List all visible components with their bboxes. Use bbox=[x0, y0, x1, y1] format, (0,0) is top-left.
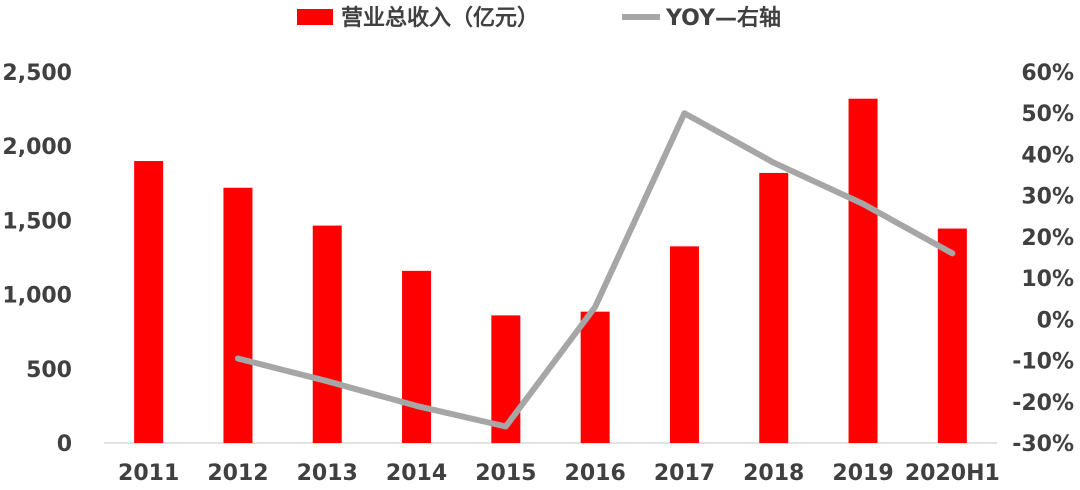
x-tick-label: 2018 bbox=[743, 461, 804, 486]
right-axis-ticks: -30% -20% -10% 0% 10% 20% 30% 40% 50% 60% bbox=[1012, 61, 1074, 457]
bar-2013 bbox=[312, 225, 342, 443]
left-tick-label: 2,000 bbox=[2, 135, 72, 160]
right-tick-label: 0% bbox=[1037, 308, 1074, 333]
revenue-bars bbox=[134, 98, 967, 444]
legend-swatch-revenue bbox=[297, 9, 333, 25]
bar-2011 bbox=[134, 161, 164, 444]
left-tick-label: 2,500 bbox=[2, 61, 72, 86]
x-tick-label: 2015 bbox=[475, 461, 536, 486]
legend-label-yoy: YOY—右轴 bbox=[665, 5, 781, 31]
bar-2017 bbox=[669, 246, 699, 443]
left-tick-label: 1,500 bbox=[2, 209, 72, 234]
right-tick-label: 30% bbox=[1021, 185, 1074, 210]
right-tick-label: -10% bbox=[1012, 350, 1074, 375]
right-tick-label: 20% bbox=[1021, 226, 1074, 251]
right-tick-label: 50% bbox=[1021, 102, 1074, 127]
bar-2012 bbox=[223, 187, 253, 443]
bar-2019 bbox=[848, 98, 878, 443]
bar-2016 bbox=[580, 311, 610, 443]
left-tick-label: 500 bbox=[26, 358, 72, 383]
left-tick-label: 0 bbox=[57, 432, 72, 457]
bar-2018 bbox=[759, 172, 789, 444]
x-tick-label: 2017 bbox=[654, 461, 715, 486]
x-tick-label: 2016 bbox=[565, 461, 626, 486]
yoy-line-layer bbox=[234, 110, 956, 430]
left-tick-label: 1,000 bbox=[2, 284, 72, 309]
right-tick-label: -30% bbox=[1012, 432, 1074, 457]
x-tick-label: 2019 bbox=[832, 461, 893, 486]
bar-2014 bbox=[402, 270, 432, 443]
x-tick-label: 2014 bbox=[386, 461, 447, 486]
right-tick-label: 10% bbox=[1021, 267, 1074, 292]
right-tick-label: -20% bbox=[1012, 391, 1074, 416]
x-tick-label: 2013 bbox=[297, 461, 358, 486]
right-tick-label: 60% bbox=[1021, 61, 1074, 86]
x-axis-ticks: 2011 2012 2013 2014 2015 2016 2017 2018 2019 2020… bbox=[118, 461, 1000, 486]
x-tick-label: 2012 bbox=[207, 461, 268, 486]
left-axis-ticks: 0 500 1,000 1,500 2,000 2,500 bbox=[2, 61, 72, 457]
legend: 营业总收入（亿元） YOY—右轴 bbox=[297, 5, 781, 31]
x-tick-label: 2011 bbox=[118, 461, 179, 486]
legend-label-revenue: 营业总收入（亿元） bbox=[341, 5, 539, 31]
x-tick-label: 2020H1 bbox=[905, 461, 1000, 486]
bar-2020H1 bbox=[937, 228, 967, 443]
yoy-line bbox=[234, 110, 956, 430]
right-tick-label: 40% bbox=[1021, 143, 1074, 168]
